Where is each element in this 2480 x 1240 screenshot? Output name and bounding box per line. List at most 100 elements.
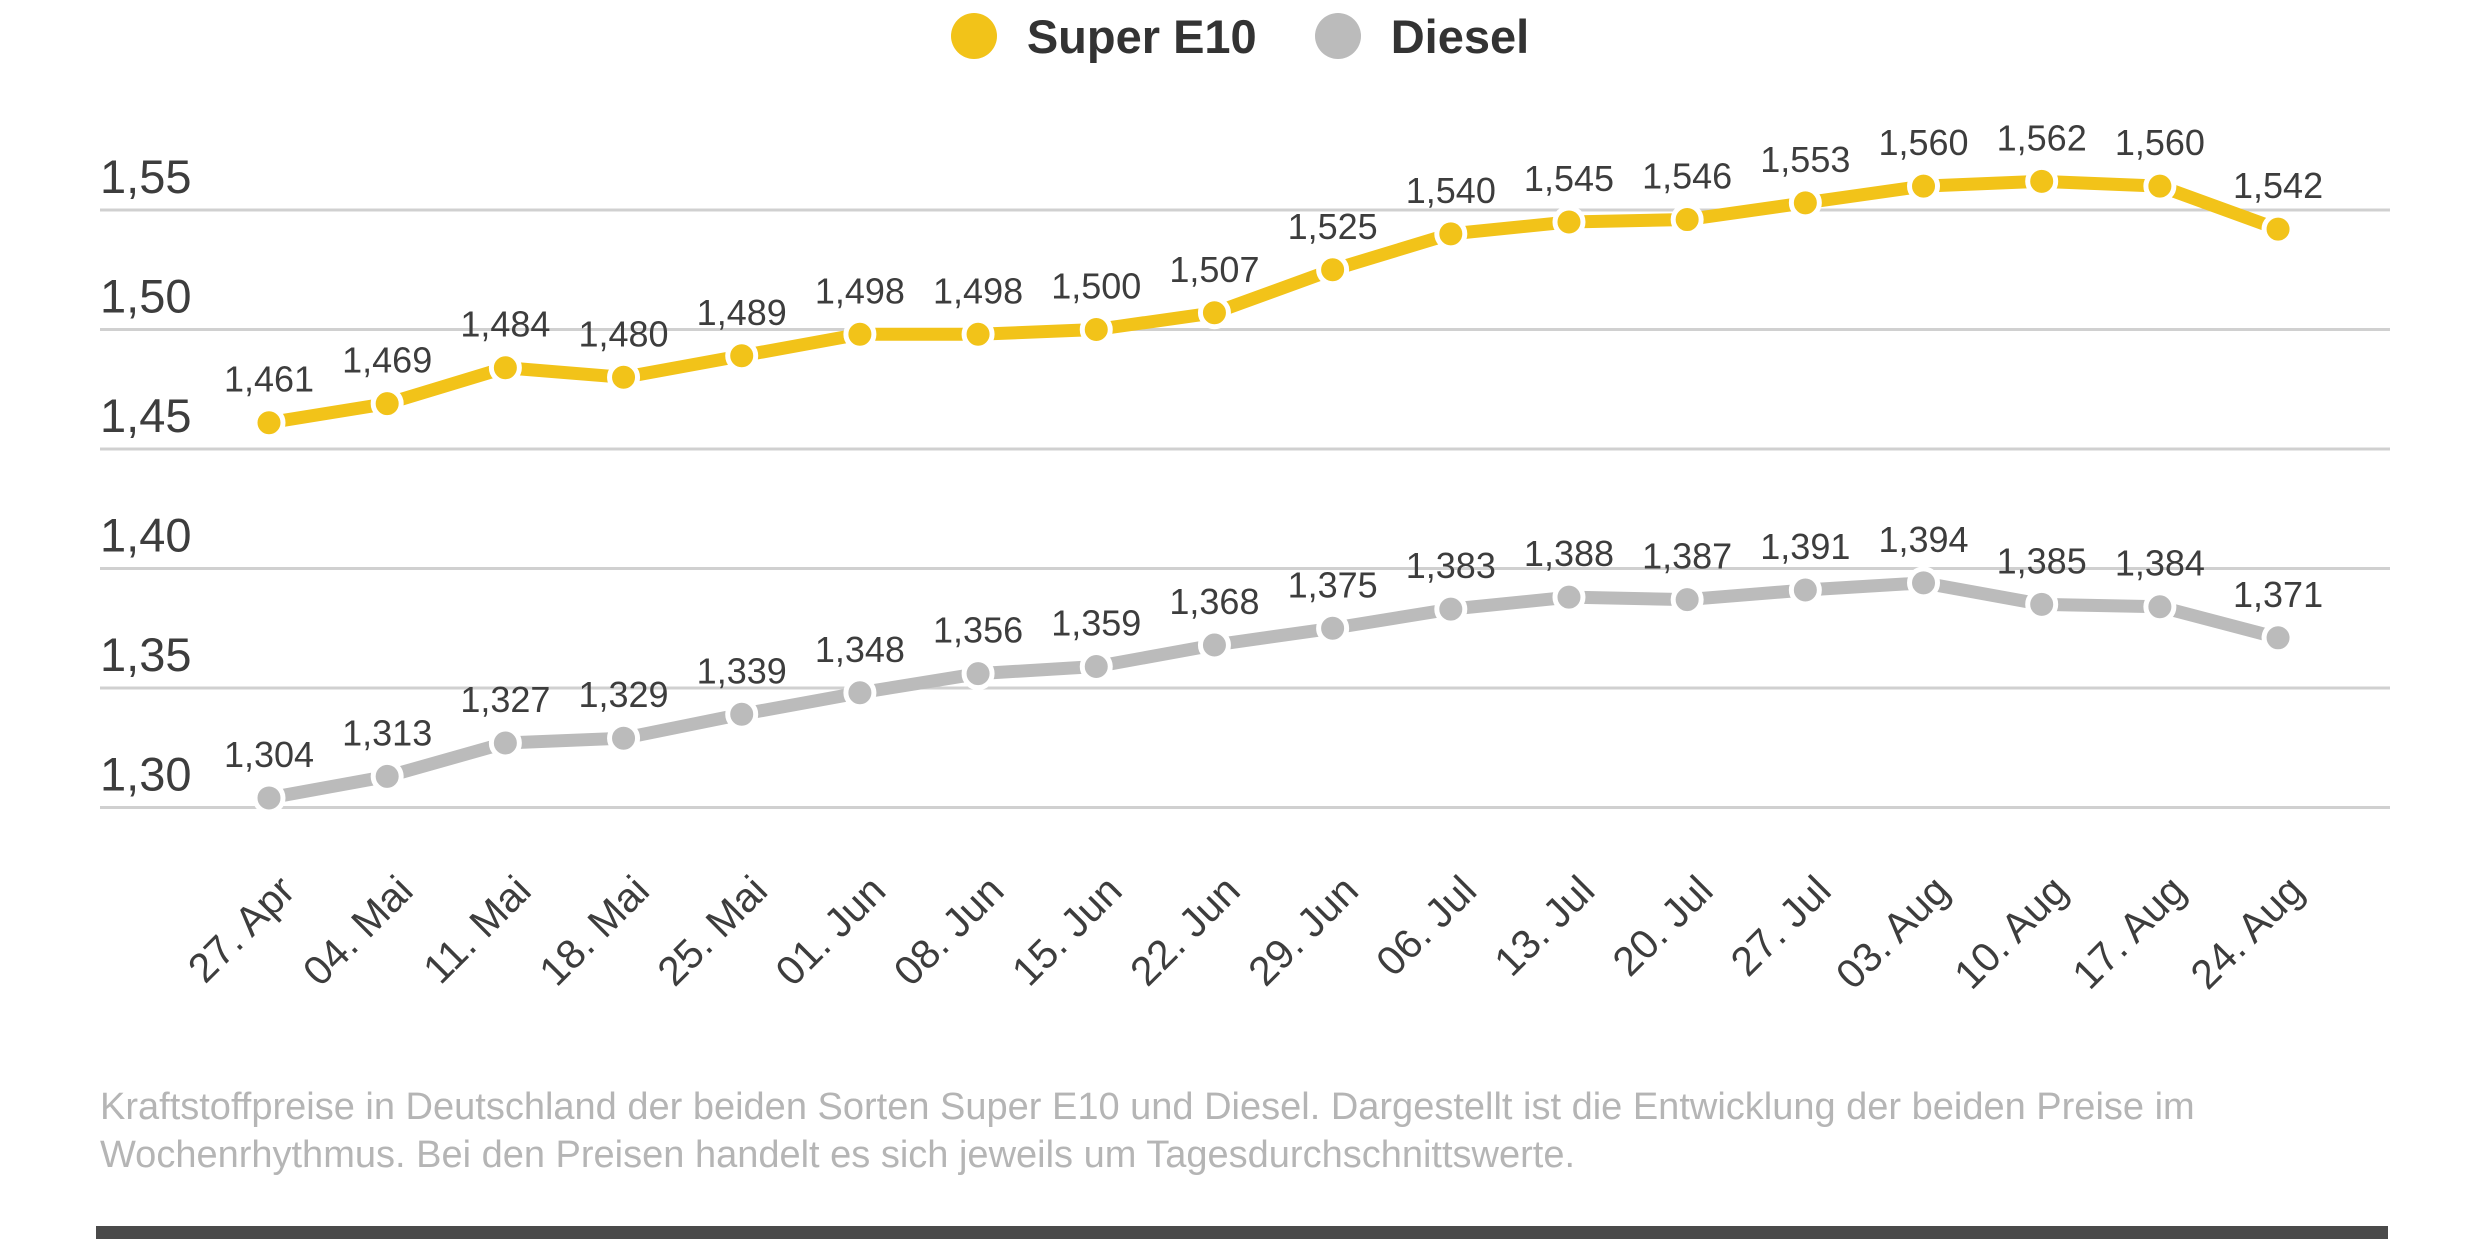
data-point <box>2261 621 2295 655</box>
data-point-label: 1,329 <box>578 674 668 715</box>
data-point-label: 1,375 <box>1288 564 1378 605</box>
data-point <box>725 697 759 731</box>
y-axis-tick-label: 1,35 <box>100 628 191 681</box>
data-point <box>1670 203 1704 237</box>
data-point-label: 1,339 <box>697 650 787 691</box>
x-axis-tick-label: 15. Jun <box>1003 867 1131 995</box>
data-point-label: 1,368 <box>1169 581 1259 622</box>
series-line-super-e10 <box>267 174 2281 430</box>
data-point-label: 1,371 <box>2233 574 2323 615</box>
data-point <box>252 406 286 440</box>
x-axis-tick-label: 17. Aug <box>2063 867 2194 998</box>
data-point-label: 1,553 <box>1760 139 1850 180</box>
y-axis-tick-label: 1,50 <box>100 270 191 323</box>
data-point <box>1434 217 1468 251</box>
data-point <box>843 317 877 351</box>
data-point-label: 1,359 <box>1051 602 1141 643</box>
x-axis-tick-label: 20. Jul <box>1604 867 1722 985</box>
x-axis-tick-label: 10. Aug <box>1945 867 2076 998</box>
y-axis-tick-label: 1,40 <box>100 509 191 562</box>
data-point-label: 1,394 <box>1878 519 1968 560</box>
super-e10-dot-icon <box>950 13 997 59</box>
data-point-label: 1,461 <box>224 359 314 400</box>
data-point <box>1316 253 1350 287</box>
data-point <box>1434 592 1468 626</box>
y-axis-tick-label: 1,45 <box>100 389 191 442</box>
data-point-label: 1,562 <box>1997 117 2087 158</box>
data-point <box>2261 212 2295 246</box>
x-axis-tick-label: 29. Jun <box>1239 867 1367 995</box>
x-axis-tick-label: 03. Aug <box>1827 867 1958 998</box>
data-point-label: 1,560 <box>2115 122 2205 163</box>
data-point-label: 1,388 <box>1524 533 1614 574</box>
legend-label-super-e10: Super E10 <box>1026 9 1257 63</box>
data-point-label: 1,384 <box>2115 543 2205 584</box>
data-point-label: 1,484 <box>460 304 550 345</box>
data-point <box>1788 573 1822 607</box>
data-point <box>1316 611 1350 645</box>
data-point <box>961 317 995 351</box>
data-point <box>2143 169 2177 203</box>
data-point-label: 1,507 <box>1169 249 1259 290</box>
data-point-label: 1,327 <box>460 679 550 720</box>
data-point-label: 1,560 <box>1878 122 1968 163</box>
caption-line-1: Kraftstoffpreise in Deutschland der beid… <box>100 1086 2195 1128</box>
data-point-label: 1,489 <box>697 292 787 333</box>
data-point-label: 1,313 <box>342 712 432 753</box>
x-axis-tick-label: 27. Apr <box>179 867 303 991</box>
data-point <box>1079 649 1113 683</box>
data-point-label: 1,304 <box>224 734 314 775</box>
data-point <box>725 339 759 373</box>
chart-legend: Super E10 Diesel <box>0 0 2480 72</box>
data-point-label: 1,469 <box>342 340 432 381</box>
data-point <box>961 657 995 691</box>
x-axis-tick-label: 18. Mai <box>530 867 658 995</box>
y-axis-tick-label: 1,30 <box>100 748 191 801</box>
x-axis-tick-label: 27. Jul <box>1722 867 1840 985</box>
y-axis-tick-label: 1,55 <box>100 150 191 203</box>
data-point <box>2025 587 2059 621</box>
data-point <box>1197 296 1231 330</box>
legend-item-super-e10: Super E10 <box>950 9 1257 64</box>
data-point <box>1670 583 1704 617</box>
data-point <box>488 351 522 385</box>
data-point-label: 1,498 <box>933 270 1023 311</box>
x-axis-tick-label: 04. Mai <box>294 867 422 995</box>
x-axis-tick-label: 22. Jun <box>1121 867 1249 995</box>
data-point <box>1907 169 1941 203</box>
data-point-label: 1,500 <box>1051 266 1141 307</box>
x-axis-tick-label: 24. Aug <box>2182 867 2313 998</box>
data-point-label: 1,385 <box>1997 540 2087 581</box>
x-axis-tick-label: 08. Jun <box>885 867 1013 995</box>
data-point <box>2025 164 2059 198</box>
data-point <box>2143 590 2177 624</box>
data-point <box>1552 580 1586 614</box>
data-point <box>1197 628 1231 662</box>
data-point <box>252 781 286 815</box>
data-point <box>370 387 404 421</box>
series-line-diesel <box>267 576 2280 805</box>
data-point-label: 1,545 <box>1524 158 1614 199</box>
data-point <box>843 676 877 710</box>
data-point-label: 1,391 <box>1760 526 1850 567</box>
diesel-dot-icon <box>1314 13 1361 59</box>
legend-label-diesel: Diesel <box>1390 9 1530 63</box>
data-point-label: 1,480 <box>578 313 668 354</box>
data-point <box>1907 566 1941 600</box>
data-point-label: 1,387 <box>1642 536 1732 577</box>
data-point <box>488 726 522 760</box>
x-axis-tick-label: 06. Jul <box>1367 867 1485 985</box>
data-point-label: 1,348 <box>815 629 905 670</box>
data-point-label: 1,542 <box>2233 165 2323 206</box>
line-chart: 1,55 1,50 1,45 1,40 1,35 1,30 1,461 1,469 1,484 1… <box>100 117 2390 998</box>
data-point <box>1788 186 1822 220</box>
data-point <box>1079 313 1113 346</box>
x-axis-tick-label: 13. Jul <box>1485 867 1603 985</box>
data-point-label: 1,356 <box>933 610 1023 651</box>
x-axis-tick-label: 01. Jun <box>767 867 895 995</box>
data-point <box>1552 205 1586 239</box>
data-point-label: 1,525 <box>1288 206 1378 247</box>
data-point-label: 1,498 <box>815 270 905 311</box>
data-point <box>607 360 641 394</box>
